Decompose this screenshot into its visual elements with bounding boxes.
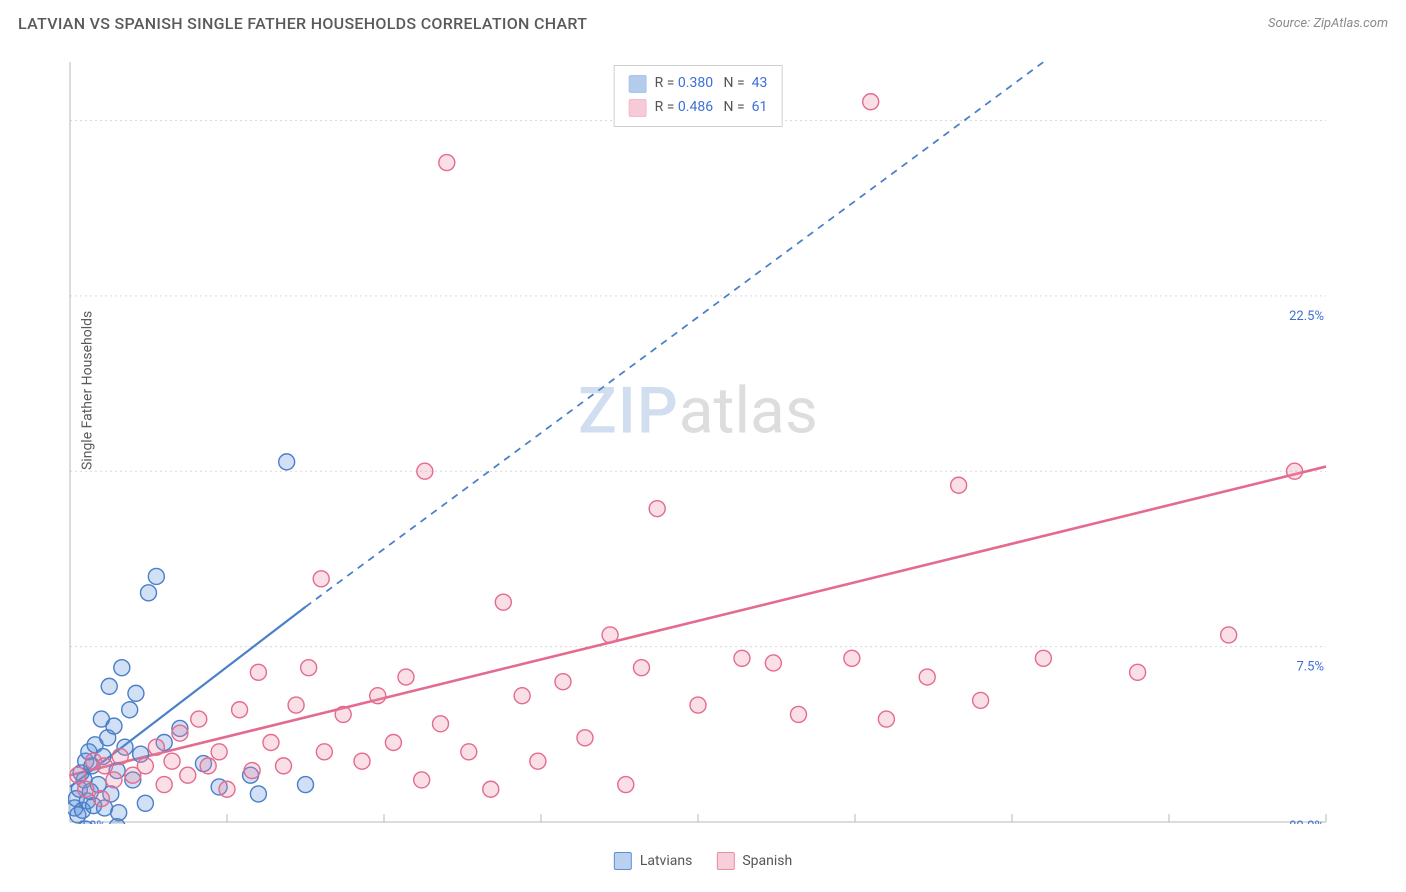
data-point (555, 674, 571, 690)
trend-line-dashed (306, 62, 1044, 607)
data-point (148, 739, 164, 755)
data-point (439, 155, 455, 171)
data-point (514, 688, 530, 704)
data-point (288, 697, 304, 713)
data-point (863, 94, 879, 110)
data-point (122, 702, 138, 718)
data-point (878, 711, 894, 727)
data-point (649, 501, 665, 517)
data-point (690, 697, 706, 713)
data-point (919, 669, 935, 685)
trend-line-solid (70, 467, 1326, 776)
data-point (106, 718, 122, 734)
data-point (1130, 664, 1146, 680)
data-point (844, 650, 860, 666)
stat-row: R = 0.380 N = 43 (629, 72, 768, 96)
data-point (1035, 650, 1051, 666)
source-name: ZipAtlas.com (1313, 16, 1388, 31)
data-point (211, 744, 227, 760)
data-point (633, 660, 649, 676)
data-point (530, 753, 546, 769)
data-point (250, 664, 266, 680)
x-tick-label: 80.0% (1289, 819, 1324, 824)
data-point (244, 763, 260, 779)
legend-swatch (629, 75, 647, 93)
data-point (973, 692, 989, 708)
data-point (483, 781, 499, 797)
data-point (414, 772, 430, 788)
data-point (279, 454, 295, 470)
data-point (137, 795, 153, 811)
data-point (70, 767, 86, 783)
legend-item: Spanish (716, 852, 792, 870)
data-point (301, 660, 317, 676)
plot-region: 7.5%22.5%0.0%80.0% ZIPatlas R = 0.380 N … (68, 60, 1328, 824)
data-point (97, 758, 113, 774)
header: LATVIAN VS SPANISH SINGLE FATHER HOUSEHO… (18, 14, 1388, 33)
data-point (156, 777, 172, 793)
data-point (433, 716, 449, 732)
data-point (417, 463, 433, 479)
stat-text: R = 0.486 N = 61 (655, 96, 768, 120)
data-point (618, 777, 634, 793)
data-point (461, 744, 477, 760)
data-point (148, 568, 164, 584)
data-point (219, 781, 235, 797)
data-point (298, 777, 314, 793)
data-point (734, 650, 750, 666)
scatter-plot-svg: 7.5%22.5%0.0%80.0% (68, 60, 1328, 824)
chart-title: LATVIAN VS SPANISH SINGLE FATHER HOUSEHO… (18, 14, 587, 33)
data-point (370, 688, 386, 704)
data-point (790, 706, 806, 722)
data-point (164, 753, 180, 769)
data-point (172, 725, 188, 741)
data-point (250, 786, 266, 802)
data-point (316, 744, 332, 760)
y-tick-label: 7.5% (1296, 660, 1324, 675)
stat-text: R = 0.380 N = 43 (655, 72, 768, 96)
legend-item: Latvians (614, 852, 693, 870)
data-point (602, 627, 618, 643)
data-point (313, 571, 329, 587)
data-point (191, 711, 207, 727)
legend-swatch (716, 852, 734, 870)
data-point (78, 781, 94, 797)
data-point (398, 669, 414, 685)
data-point (385, 734, 401, 750)
data-point (128, 685, 144, 701)
data-point (180, 767, 196, 783)
data-point (112, 749, 128, 765)
data-point (495, 594, 511, 610)
data-point (577, 730, 593, 746)
legend-label: Spanish (742, 853, 792, 869)
data-point (765, 655, 781, 671)
chart-area: Single Father Households 7.5%22.5%0.0%80… (18, 50, 1388, 874)
data-point (951, 477, 967, 493)
legend-swatch (614, 852, 632, 870)
source-label: Source: (1268, 16, 1313, 31)
legend-label: Latvians (640, 853, 693, 869)
data-point (354, 753, 370, 769)
source-citation: Source: ZipAtlas.com (1268, 16, 1388, 31)
data-point (106, 772, 122, 788)
stat-row: R = 0.486 N = 61 (629, 96, 768, 120)
data-point (101, 678, 117, 694)
y-tick-label: 22.5% (1289, 309, 1324, 324)
data-point (1221, 627, 1237, 643)
data-point (232, 702, 248, 718)
data-point (200, 758, 216, 774)
data-point (93, 791, 109, 807)
data-point (276, 758, 292, 774)
data-point (263, 734, 279, 750)
data-point (335, 706, 351, 722)
legend-swatch (629, 99, 647, 117)
data-point (137, 758, 153, 774)
series-legend: Latvians Spanish (614, 852, 792, 870)
data-point (141, 585, 157, 601)
data-point (1287, 463, 1303, 479)
stats-legend-box: R = 0.380 N = 43R = 0.486 N = 61 (614, 65, 783, 127)
data-point (114, 660, 130, 676)
